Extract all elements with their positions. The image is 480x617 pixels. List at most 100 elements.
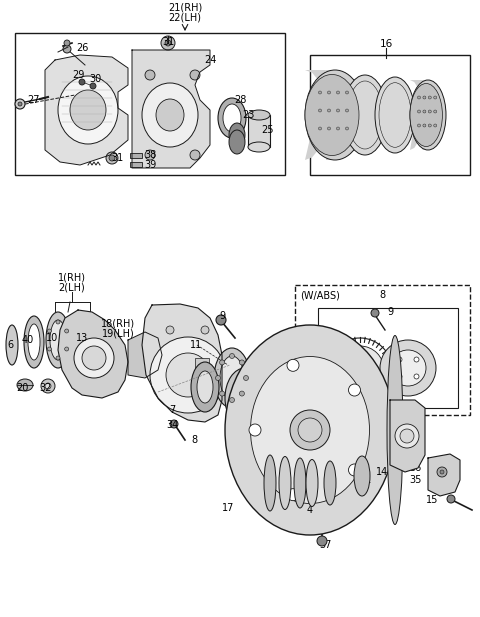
Text: 27: 27 (27, 95, 39, 105)
Text: 32: 32 (39, 383, 51, 393)
Circle shape (90, 83, 96, 89)
Circle shape (319, 109, 322, 112)
Ellipse shape (156, 99, 184, 131)
Ellipse shape (225, 368, 265, 428)
Bar (130, 162, 142, 167)
Text: 36: 36 (409, 463, 421, 473)
Polygon shape (305, 70, 365, 160)
Ellipse shape (305, 75, 359, 155)
Circle shape (397, 374, 402, 379)
Text: 3: 3 (297, 495, 303, 505)
Text: 33: 33 (349, 427, 361, 437)
Circle shape (327, 91, 331, 94)
Circle shape (79, 79, 85, 85)
Ellipse shape (324, 461, 336, 505)
Ellipse shape (306, 460, 318, 507)
Ellipse shape (142, 83, 198, 147)
Circle shape (447, 495, 455, 503)
Circle shape (327, 109, 331, 112)
Bar (310, 55, 470, 175)
Text: 9: 9 (387, 307, 393, 317)
Circle shape (397, 357, 402, 362)
Text: 19(LH): 19(LH) (102, 328, 134, 338)
Circle shape (190, 70, 200, 80)
Ellipse shape (248, 110, 270, 120)
Circle shape (418, 96, 420, 99)
Bar (354, 438, 366, 446)
Circle shape (161, 36, 175, 50)
Circle shape (423, 124, 426, 127)
Text: 38: 38 (144, 150, 156, 160)
Circle shape (414, 374, 419, 379)
Text: 31: 31 (162, 37, 174, 47)
Text: 22(LH): 22(LH) (168, 13, 202, 23)
Circle shape (150, 337, 226, 413)
Ellipse shape (410, 80, 446, 150)
Circle shape (440, 470, 444, 474)
Circle shape (418, 110, 420, 113)
Polygon shape (390, 400, 425, 472)
Bar (15, 33, 285, 175)
Text: 25: 25 (262, 125, 274, 135)
Circle shape (395, 424, 419, 448)
Text: 16: 16 (379, 39, 393, 49)
Circle shape (48, 329, 51, 333)
Text: 12: 12 (264, 485, 276, 495)
Circle shape (48, 347, 51, 351)
Ellipse shape (28, 324, 40, 360)
Circle shape (166, 353, 210, 397)
Bar (130, 153, 142, 158)
Circle shape (15, 99, 25, 109)
Text: 30: 30 (89, 74, 101, 84)
Circle shape (216, 376, 220, 381)
Ellipse shape (223, 104, 241, 132)
Bar (195, 358, 209, 368)
Circle shape (287, 359, 299, 371)
Text: 1(RH): 1(RH) (58, 273, 86, 283)
Circle shape (348, 384, 360, 396)
Ellipse shape (387, 336, 403, 524)
Ellipse shape (46, 312, 70, 368)
Text: 21(RH): 21(RH) (168, 3, 202, 13)
Polygon shape (428, 454, 460, 496)
Ellipse shape (264, 455, 276, 511)
Circle shape (319, 127, 322, 130)
Circle shape (65, 347, 69, 351)
Circle shape (18, 102, 22, 106)
Circle shape (216, 315, 226, 325)
Ellipse shape (218, 98, 246, 138)
Polygon shape (132, 50, 210, 168)
Circle shape (437, 467, 447, 477)
Circle shape (428, 96, 432, 99)
Ellipse shape (214, 348, 250, 408)
Ellipse shape (298, 418, 322, 442)
Circle shape (229, 397, 235, 402)
Bar (318, 308, 458, 408)
Circle shape (243, 376, 249, 381)
Text: 14: 14 (376, 467, 388, 477)
Text: 29: 29 (72, 70, 84, 80)
Text: 6: 6 (7, 340, 13, 350)
Text: 17: 17 (222, 503, 234, 513)
Circle shape (165, 40, 171, 46)
Bar (295, 285, 470, 415)
Text: 35: 35 (409, 475, 421, 485)
Polygon shape (410, 80, 446, 150)
Ellipse shape (24, 316, 44, 368)
Circle shape (317, 536, 327, 546)
Text: 15: 15 (426, 495, 438, 505)
Text: 5: 5 (280, 491, 286, 501)
Polygon shape (45, 55, 128, 165)
Circle shape (166, 326, 174, 334)
Circle shape (249, 424, 261, 436)
Ellipse shape (229, 123, 245, 147)
Ellipse shape (50, 320, 66, 360)
Ellipse shape (191, 362, 219, 412)
Ellipse shape (229, 130, 245, 154)
Text: 34: 34 (166, 420, 178, 430)
Ellipse shape (294, 458, 306, 508)
Polygon shape (128, 332, 162, 378)
Circle shape (428, 124, 432, 127)
Ellipse shape (58, 76, 118, 144)
Circle shape (346, 127, 348, 130)
